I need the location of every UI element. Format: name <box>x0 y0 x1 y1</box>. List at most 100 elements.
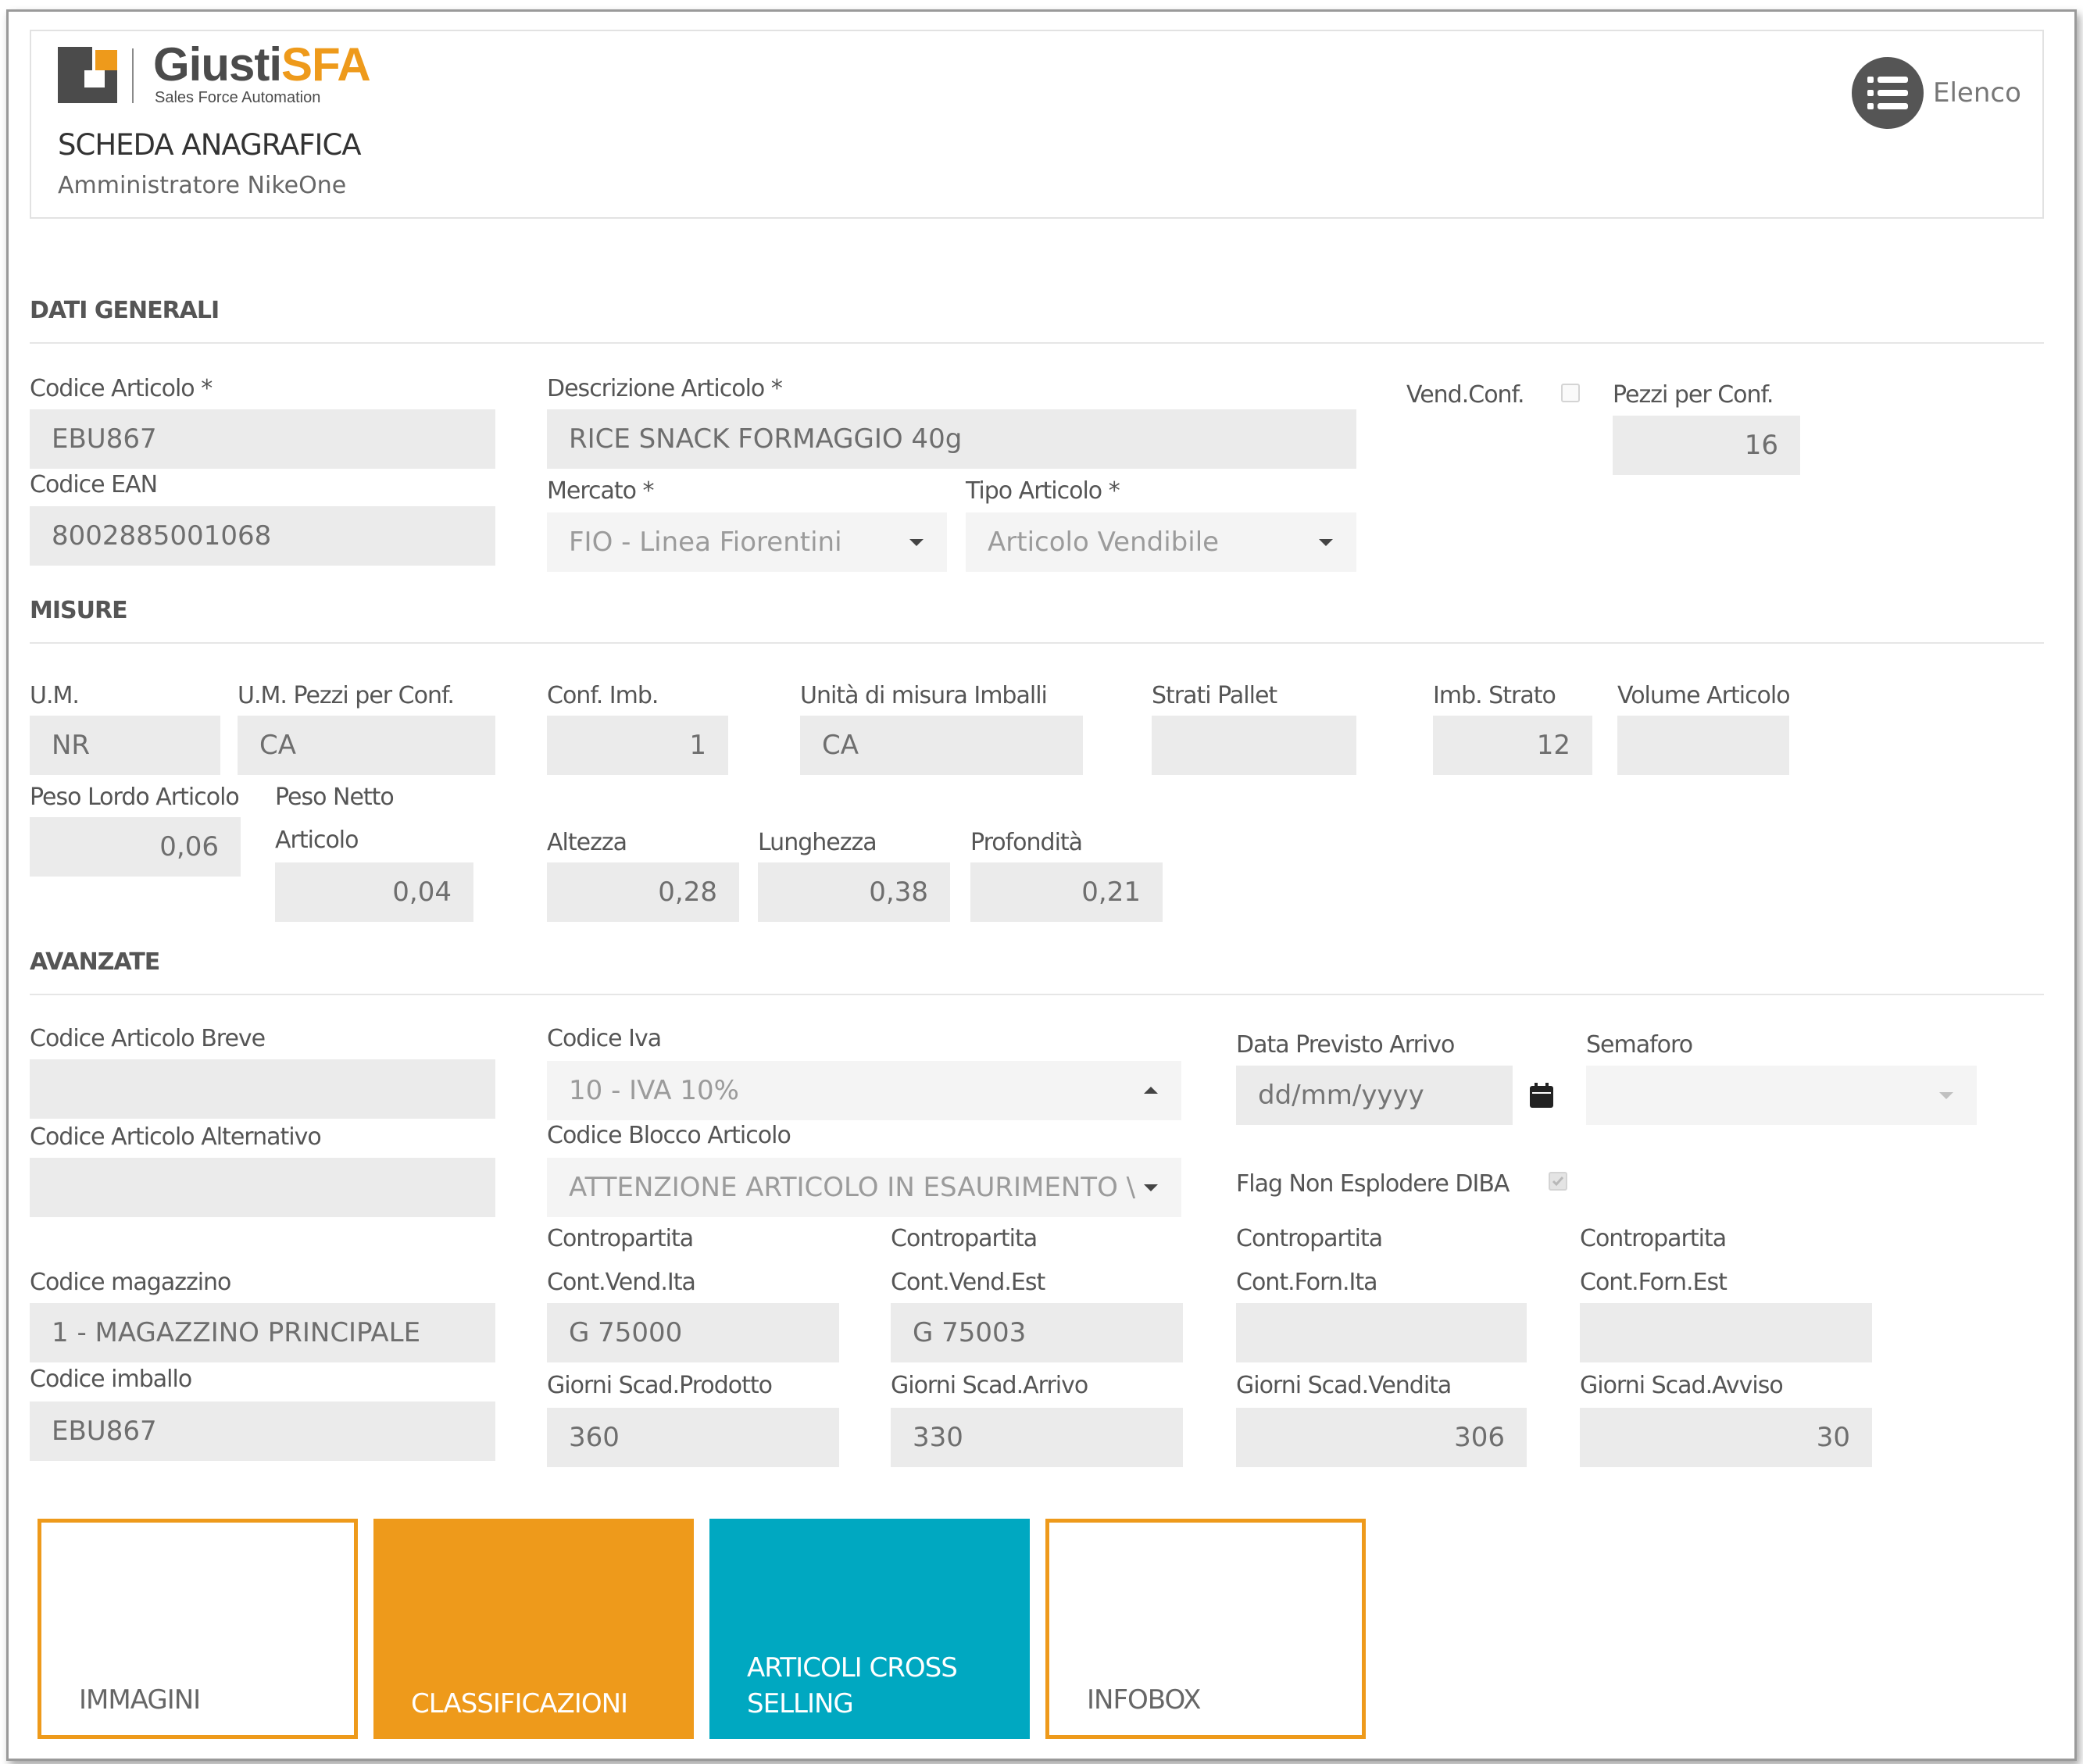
pezzi-per-conf-label: Pezzi per Conf. <box>1613 381 1774 409</box>
um-input[interactable]: NR <box>30 716 220 775</box>
semaforo-label: Semaforo <box>1586 1031 1693 1059</box>
altezza-input[interactable]: 0,28 <box>547 862 739 922</box>
peso-lordo-label: Peso Lordo Articolo <box>30 784 240 811</box>
cp-vend-ita-input[interactable]: G 75000 <box>547 1303 839 1362</box>
peso-netto-label: Peso Netto <box>275 784 395 811</box>
semaforo-select[interactable] <box>1586 1066 1977 1125</box>
chevron-down-icon <box>909 539 924 546</box>
codice-imballo-input[interactable]: EBU867 <box>30 1402 495 1461</box>
codice-iva-label: Codice Iva <box>547 1025 662 1052</box>
gg-avviso-input[interactable]: 30 <box>1580 1408 1872 1467</box>
tile-articoli-cross-selling[interactable]: ARTICOLI CROSS SELLING <box>709 1519 1030 1739</box>
codice-articolo-label: Codice Articolo * <box>30 375 213 402</box>
mercato-select[interactable]: FIO - Linea Fiorentini <box>547 512 947 572</box>
chevron-down-icon <box>1939 1092 1953 1099</box>
um-pezzi-input[interactable]: CA <box>238 716 495 775</box>
cp-vend-ita-label-line2: Cont.Vend.Ita <box>547 1269 696 1296</box>
section-divider <box>30 994 2044 995</box>
codice-breve-label: Codice Articolo Breve <box>30 1025 266 1052</box>
codice-breve-input[interactable] <box>30 1059 495 1119</box>
cp-vend-est-label-line2: Cont.Vend.Est <box>891 1269 1045 1296</box>
strati-pallet-input[interactable] <box>1152 716 1356 775</box>
gg-vendita-label: Giorni Scad.Vendita <box>1236 1372 1452 1399</box>
tipo-articolo-value: Articolo Vendibile <box>988 527 1220 558</box>
cp-vend-est-input[interactable]: G 75003 <box>891 1303 1183 1362</box>
unita-imballi-label: Unità di misura Imballi <box>800 682 1048 709</box>
mercato-label: Mercato * <box>547 477 655 505</box>
brand-name: GiustiSFA <box>153 37 371 91</box>
tile-classificazioni-label: CLASSIFICAZIONI <box>411 1688 628 1719</box>
elenco-button[interactable]: Elenco <box>1852 56 2021 130</box>
codice-iva-select[interactable]: 10 - IVA 10% <box>547 1061 1181 1120</box>
unita-imballi-input[interactable]: CA <box>800 716 1083 775</box>
tile-infobox[interactable]: INFOBOX <box>1045 1519 1366 1739</box>
cp-forn-est-input[interactable] <box>1580 1303 1872 1362</box>
codice-iva-value: 10 - IVA 10% <box>569 1075 739 1106</box>
codice-blocco-label: Codice Blocco Articolo <box>547 1122 791 1149</box>
tile-classificazioni[interactable]: CLASSIFICAZIONI <box>373 1519 694 1739</box>
codice-ean-input[interactable]: 8002885001068 <box>30 506 495 566</box>
imb-strato-label: Imb. Strato <box>1433 682 1556 709</box>
gg-prodotto-input[interactable]: 360 <box>547 1408 839 1467</box>
tile-immagini-label: IMMAGINI <box>79 1684 201 1716</box>
chevron-down-icon <box>1319 539 1333 546</box>
gg-arrivo-label: Giorni Scad.Arrivo <box>891 1372 1088 1399</box>
cp-forn-est-label-line2: Cont.Forn.Est <box>1580 1269 1727 1296</box>
list-icon <box>1852 57 1924 129</box>
flag-diba-label: Flag Non Esplodere DIBA <box>1236 1170 1510 1198</box>
data-arrivo-label: Data Previsto Arrivo <box>1236 1031 1455 1059</box>
descrizione-input[interactable]: RICE SNACK FORMAGGIO 40g <box>547 409 1356 469</box>
section-divider <box>30 642 2044 644</box>
gg-arrivo-input[interactable]: 330 <box>891 1408 1183 1467</box>
gg-prodotto-label: Giorni Scad.Prodotto <box>547 1372 773 1399</box>
logo-divider <box>132 48 134 103</box>
codice-imballo-label: Codice imballo <box>30 1366 192 1393</box>
mercato-value: FIO - Linea Fiorentini <box>569 527 842 558</box>
section-divider <box>30 342 2044 344</box>
lunghezza-input[interactable]: 0,38 <box>758 862 950 922</box>
peso-lordo-input[interactable]: 0,06 <box>30 817 241 877</box>
brand-name-sfa: SFA <box>281 38 371 91</box>
pezzi-per-conf-input[interactable]: 16 <box>1613 416 1800 475</box>
tipo-articolo-select[interactable]: Articolo Vendibile <box>966 512 1356 572</box>
flag-diba-checkbox[interactable] <box>1549 1172 1567 1191</box>
peso-netto-label-line2: Articolo <box>275 827 359 854</box>
calendar-icon[interactable] <box>1530 1083 1553 1108</box>
cp-forn-est-label: Contropartita <box>1580 1225 1727 1252</box>
peso-netto-input[interactable]: 0,04 <box>275 862 473 922</box>
strati-pallet-label: Strati Pallet <box>1152 682 1277 709</box>
page-subtitle: Amministratore NikeOne <box>58 172 347 199</box>
tile-immagini[interactable]: IMMAGINI <box>38 1519 358 1739</box>
codice-alternativo-input[interactable] <box>30 1158 495 1217</box>
chevron-down-icon <box>1144 1184 1158 1191</box>
data-arrivo-input[interactable] <box>1236 1066 1513 1125</box>
section-title-advanced: AVANZATE <box>30 948 160 976</box>
profondita-input[interactable]: 0,21 <box>970 862 1163 922</box>
codice-articolo-input[interactable]: EBU867 <box>30 409 495 469</box>
altezza-label: Altezza <box>547 829 627 856</box>
codice-blocco-select[interactable]: ATTENZIONE ARTICOLO IN ESAURIMENTO \ <box>547 1158 1181 1217</box>
volume-label: Volume Articolo <box>1617 682 1791 709</box>
volume-input[interactable] <box>1617 716 1789 775</box>
codice-magazzino-input[interactable]: 1 - MAGAZZINO PRINCIPALE <box>30 1303 495 1362</box>
section-title-measures: MISURE <box>30 597 128 624</box>
brand-name-giusti: Giusti <box>153 38 282 91</box>
um-label: U.M. <box>30 682 80 709</box>
um-pezzi-label: U.M. Pezzi per Conf. <box>238 682 455 709</box>
codice-magazzino-label: Codice magazzino <box>30 1269 231 1296</box>
descrizione-label: Descrizione Articolo * <box>547 375 783 402</box>
cp-forn-ita-label-line2: Cont.Forn.Ita <box>1236 1269 1378 1296</box>
codice-blocco-value: ATTENZIONE ARTICOLO IN ESAURIMENTO \ <box>569 1172 1136 1203</box>
tile-articoli-cross-selling-label: ARTICOLI CROSS SELLING <box>747 1652 958 1719</box>
codice-alternativo-label: Codice Articolo Alternativo <box>30 1123 322 1151</box>
lunghezza-label: Lunghezza <box>758 829 877 856</box>
chevron-up-icon <box>1144 1087 1158 1094</box>
page-title: SCHEDA ANAGRAFICA <box>58 128 362 162</box>
profondita-label: Profondità <box>970 829 1083 856</box>
vend-conf-checkbox[interactable] <box>1561 384 1580 402</box>
gg-vendita-input[interactable]: 306 <box>1236 1408 1527 1467</box>
imb-strato-input[interactable]: 12 <box>1433 716 1592 775</box>
conf-imb-input[interactable]: 1 <box>547 716 728 775</box>
tile-infobox-label: INFOBOX <box>1087 1684 1201 1716</box>
cp-forn-ita-input[interactable] <box>1236 1303 1527 1362</box>
